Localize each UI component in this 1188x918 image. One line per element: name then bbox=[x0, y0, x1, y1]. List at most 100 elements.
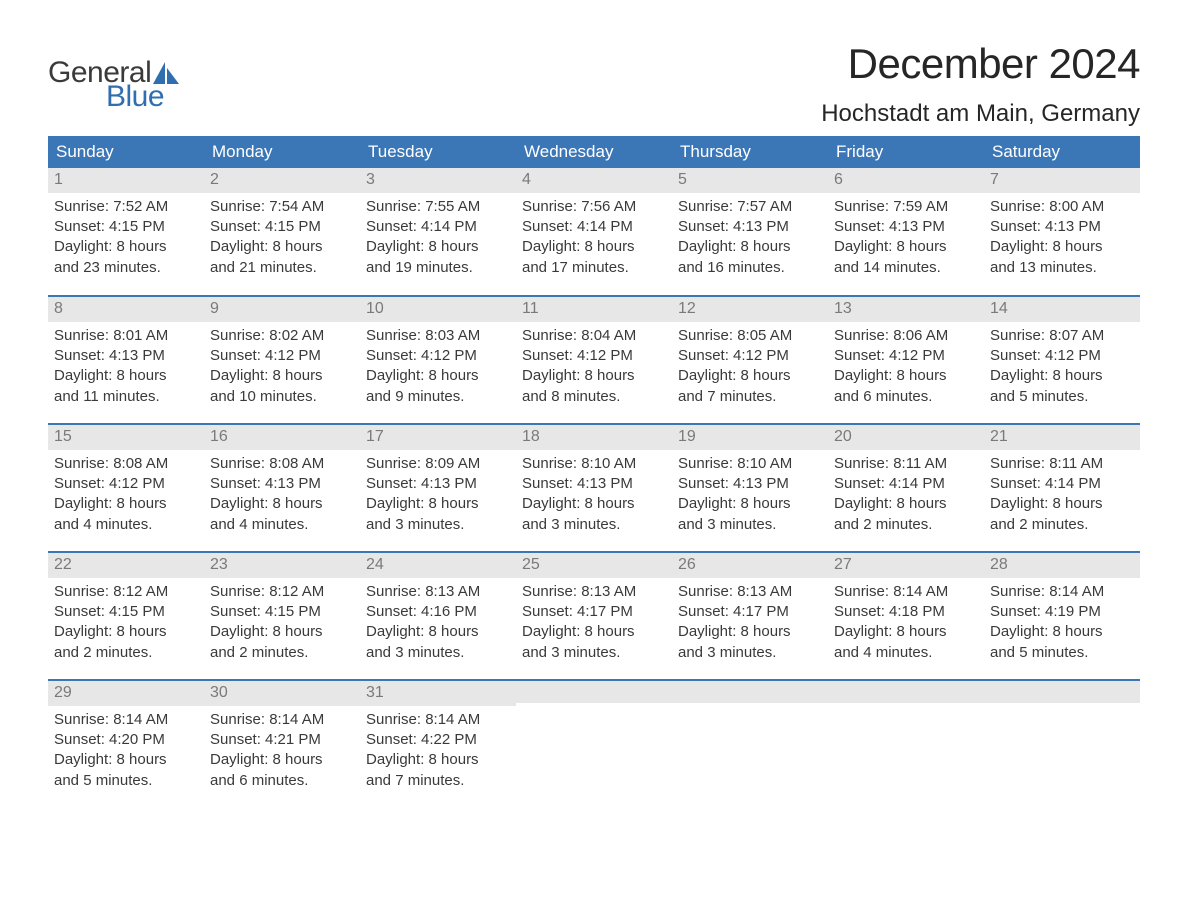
day-dl1: Daylight: 8 hours bbox=[366, 237, 510, 257]
day-body: Sunrise: 8:12 AMSunset: 4:15 PMDaylight:… bbox=[48, 578, 204, 669]
day-sunrise: Sunrise: 8:13 AM bbox=[678, 582, 822, 602]
day-dl1: Daylight: 8 hours bbox=[54, 750, 198, 770]
day-number: 27 bbox=[828, 553, 984, 578]
day-dl1: Daylight: 8 hours bbox=[990, 237, 1134, 257]
day-sunset: Sunset: 4:13 PM bbox=[210, 474, 354, 494]
day-sunset: Sunset: 4:13 PM bbox=[834, 217, 978, 237]
calendar-cell: 23Sunrise: 8:12 AMSunset: 4:15 PMDayligh… bbox=[204, 552, 360, 680]
day-dl2: and 23 minutes. bbox=[54, 258, 198, 278]
day-sunset: Sunset: 4:22 PM bbox=[366, 730, 510, 750]
day-body: Sunrise: 8:07 AMSunset: 4:12 PMDaylight:… bbox=[984, 322, 1140, 413]
day-sunset: Sunset: 4:21 PM bbox=[210, 730, 354, 750]
day-number: 23 bbox=[204, 553, 360, 578]
brand-logo: General Blue bbox=[48, 40, 179, 112]
day-dl2: and 13 minutes. bbox=[990, 258, 1134, 278]
day-body: Sunrise: 7:52 AMSunset: 4:15 PMDaylight:… bbox=[48, 193, 204, 284]
day-body: Sunrise: 8:05 AMSunset: 4:12 PMDaylight:… bbox=[672, 322, 828, 413]
calendar-cell: 16Sunrise: 8:08 AMSunset: 4:13 PMDayligh… bbox=[204, 424, 360, 552]
calendar-cell: 10Sunrise: 8:03 AMSunset: 4:12 PMDayligh… bbox=[360, 296, 516, 424]
calendar-cell: 29Sunrise: 8:14 AMSunset: 4:20 PMDayligh… bbox=[48, 680, 204, 808]
day-number: 15 bbox=[48, 425, 204, 450]
day-number: 28 bbox=[984, 553, 1140, 578]
day-body: Sunrise: 8:02 AMSunset: 4:12 PMDaylight:… bbox=[204, 322, 360, 413]
day-sunset: Sunset: 4:12 PM bbox=[834, 346, 978, 366]
day-body: Sunrise: 7:54 AMSunset: 4:15 PMDaylight:… bbox=[204, 193, 360, 284]
day-body: Sunrise: 8:04 AMSunset: 4:12 PMDaylight:… bbox=[516, 322, 672, 413]
day-dl1: Daylight: 8 hours bbox=[522, 494, 666, 514]
calendar-cell bbox=[828, 680, 984, 808]
day-dl1: Daylight: 8 hours bbox=[54, 237, 198, 257]
day-dl2: and 3 minutes. bbox=[522, 643, 666, 663]
day-sunrise: Sunrise: 8:09 AM bbox=[366, 454, 510, 474]
day-sunset: Sunset: 4:15 PM bbox=[210, 602, 354, 622]
day-number bbox=[984, 681, 1140, 703]
day-number bbox=[828, 681, 984, 703]
day-sunset: Sunset: 4:13 PM bbox=[366, 474, 510, 494]
day-body: Sunrise: 8:10 AMSunset: 4:13 PMDaylight:… bbox=[516, 450, 672, 541]
day-body: Sunrise: 8:13 AMSunset: 4:17 PMDaylight:… bbox=[516, 578, 672, 669]
day-body: Sunrise: 8:00 AMSunset: 4:13 PMDaylight:… bbox=[984, 193, 1140, 284]
day-sunset: Sunset: 4:15 PM bbox=[54, 217, 198, 237]
day-dl1: Daylight: 8 hours bbox=[54, 366, 198, 386]
day-number: 12 bbox=[672, 297, 828, 322]
calendar-cell bbox=[516, 680, 672, 808]
day-body: Sunrise: 8:11 AMSunset: 4:14 PMDaylight:… bbox=[984, 450, 1140, 541]
calendar-cell bbox=[672, 680, 828, 808]
col-saturday: Saturday bbox=[984, 136, 1140, 168]
day-sunset: Sunset: 4:12 PM bbox=[678, 346, 822, 366]
calendar-header-row: Sunday Monday Tuesday Wednesday Thursday… bbox=[48, 136, 1140, 168]
day-body: Sunrise: 8:11 AMSunset: 4:14 PMDaylight:… bbox=[828, 450, 984, 541]
calendar-cell: 1Sunrise: 7:52 AMSunset: 4:15 PMDaylight… bbox=[48, 168, 204, 296]
day-sunset: Sunset: 4:18 PM bbox=[834, 602, 978, 622]
day-sunset: Sunset: 4:14 PM bbox=[366, 217, 510, 237]
calendar-cell: 8Sunrise: 8:01 AMSunset: 4:13 PMDaylight… bbox=[48, 296, 204, 424]
calendar-cell: 17Sunrise: 8:09 AMSunset: 4:13 PMDayligh… bbox=[360, 424, 516, 552]
day-sunset: Sunset: 4:13 PM bbox=[522, 474, 666, 494]
day-sunset: Sunset: 4:17 PM bbox=[678, 602, 822, 622]
day-dl1: Daylight: 8 hours bbox=[834, 366, 978, 386]
day-dl2: and 9 minutes. bbox=[366, 387, 510, 407]
day-dl2: and 7 minutes. bbox=[678, 387, 822, 407]
day-sunrise: Sunrise: 8:01 AM bbox=[54, 326, 198, 346]
calendar-cell: 26Sunrise: 8:13 AMSunset: 4:17 PMDayligh… bbox=[672, 552, 828, 680]
day-dl2: and 7 minutes. bbox=[366, 771, 510, 791]
calendar-week-row: 29Sunrise: 8:14 AMSunset: 4:20 PMDayligh… bbox=[48, 680, 1140, 808]
day-dl1: Daylight: 8 hours bbox=[366, 750, 510, 770]
calendar-cell: 30Sunrise: 8:14 AMSunset: 4:21 PMDayligh… bbox=[204, 680, 360, 808]
day-number: 21 bbox=[984, 425, 1140, 450]
day-sunset: Sunset: 4:12 PM bbox=[210, 346, 354, 366]
day-dl1: Daylight: 8 hours bbox=[210, 237, 354, 257]
day-dl1: Daylight: 8 hours bbox=[678, 494, 822, 514]
calendar-cell: 22Sunrise: 8:12 AMSunset: 4:15 PMDayligh… bbox=[48, 552, 204, 680]
day-dl2: and 5 minutes. bbox=[990, 643, 1134, 663]
day-body: Sunrise: 8:01 AMSunset: 4:13 PMDaylight:… bbox=[48, 322, 204, 413]
day-sunset: Sunset: 4:15 PM bbox=[210, 217, 354, 237]
day-dl1: Daylight: 8 hours bbox=[834, 237, 978, 257]
day-sunset: Sunset: 4:12 PM bbox=[522, 346, 666, 366]
day-number: 6 bbox=[828, 168, 984, 193]
day-dl1: Daylight: 8 hours bbox=[210, 750, 354, 770]
calendar-cell: 5Sunrise: 7:57 AMSunset: 4:13 PMDaylight… bbox=[672, 168, 828, 296]
header-bar: General Blue December 2024 Hochstadt am … bbox=[48, 40, 1140, 128]
day-dl1: Daylight: 8 hours bbox=[54, 494, 198, 514]
calendar-cell: 14Sunrise: 8:07 AMSunset: 4:12 PMDayligh… bbox=[984, 296, 1140, 424]
day-sunset: Sunset: 4:16 PM bbox=[366, 602, 510, 622]
col-friday: Friday bbox=[828, 136, 984, 168]
day-number: 14 bbox=[984, 297, 1140, 322]
day-dl1: Daylight: 8 hours bbox=[990, 622, 1134, 642]
calendar-cell: 25Sunrise: 8:13 AMSunset: 4:17 PMDayligh… bbox=[516, 552, 672, 680]
calendar-week-row: 8Sunrise: 8:01 AMSunset: 4:13 PMDaylight… bbox=[48, 296, 1140, 424]
day-number: 13 bbox=[828, 297, 984, 322]
day-dl1: Daylight: 8 hours bbox=[678, 366, 822, 386]
day-body: Sunrise: 8:14 AMSunset: 4:19 PMDaylight:… bbox=[984, 578, 1140, 669]
day-dl2: and 17 minutes. bbox=[522, 258, 666, 278]
day-dl1: Daylight: 8 hours bbox=[366, 494, 510, 514]
calendar-cell: 20Sunrise: 8:11 AMSunset: 4:14 PMDayligh… bbox=[828, 424, 984, 552]
day-number: 4 bbox=[516, 168, 672, 193]
day-body: Sunrise: 7:55 AMSunset: 4:14 PMDaylight:… bbox=[360, 193, 516, 284]
day-sunrise: Sunrise: 8:08 AM bbox=[210, 454, 354, 474]
day-number: 9 bbox=[204, 297, 360, 322]
day-sunset: Sunset: 4:13 PM bbox=[990, 217, 1134, 237]
day-sunrise: Sunrise: 8:14 AM bbox=[54, 710, 198, 730]
day-number: 20 bbox=[828, 425, 984, 450]
